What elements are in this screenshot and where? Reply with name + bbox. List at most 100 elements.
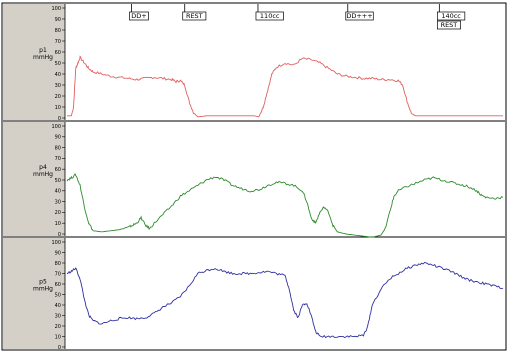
- trace-p4: [66, 173, 504, 238]
- event-marker: REST: [436, 20, 461, 30]
- y-tick-label: 0: [58, 232, 61, 238]
- event-marker: REST: [182, 4, 207, 21]
- marker-box: [436, 11, 466, 21]
- y-tick-label: 0: [58, 116, 61, 122]
- marker-label: DD+: [131, 12, 146, 20]
- y-tick-label: 10: [55, 334, 61, 340]
- y-tick-label: 30: [55, 83, 61, 89]
- y-tick: 50: [55, 61, 65, 67]
- y-tick-label: 80: [55, 145, 61, 151]
- y-tick: 70: [55, 156, 65, 162]
- marker-box: [129, 11, 149, 21]
- marker-label: DD+++: [346, 12, 372, 20]
- channel-label-column: [3, 122, 65, 236]
- y-tick: 90: [55, 17, 65, 23]
- channel-unit: mmHg: [33, 171, 53, 178]
- y-tick: 70: [55, 271, 65, 277]
- plot-area: [65, 122, 505, 236]
- y-tick: 90: [55, 250, 65, 256]
- y-tick: 10: [55, 105, 65, 111]
- y-tick: 30: [55, 313, 65, 319]
- y-tick: 50: [55, 178, 65, 184]
- y-tick-label: 80: [55, 261, 61, 267]
- channel-name: p1: [39, 47, 47, 54]
- y-tick-label: 60: [55, 167, 61, 173]
- trace-p5: [66, 262, 504, 339]
- marker-label: 110cc: [260, 12, 280, 20]
- y-tick-label: 100: [51, 6, 61, 12]
- y-tick: 40: [55, 189, 65, 195]
- marker-label: 140cc: [441, 12, 461, 20]
- plot-area: [65, 4, 505, 120]
- y-tick: 0: [58, 116, 65, 122]
- y-tick-label: 100: [51, 124, 61, 130]
- event-marker: DD+++: [345, 4, 374, 21]
- trace-p1: [67, 55, 503, 118]
- y-tick: 100: [51, 124, 65, 130]
- channel-label-column: [3, 238, 65, 349]
- event-marker: DD+: [129, 4, 149, 21]
- y-tick: 60: [55, 50, 65, 56]
- y-tick-label: 70: [55, 271, 61, 277]
- y-tick: 70: [55, 39, 65, 45]
- marker-label: REST: [441, 21, 458, 29]
- event-marker: 140cc: [436, 4, 466, 21]
- marker-box: [255, 11, 284, 21]
- y-tick: 50: [55, 292, 65, 298]
- y-tick: 40: [55, 303, 65, 309]
- y-tick: 20: [55, 324, 65, 330]
- y-tick: 80: [55, 28, 65, 34]
- y-tick-label: 70: [55, 156, 61, 162]
- y-tick-label: 90: [55, 17, 61, 23]
- y-tick-label: 10: [55, 105, 61, 111]
- y-tick: 100: [51, 6, 65, 12]
- y-tick: 10: [55, 221, 65, 227]
- y-tick: 20: [55, 94, 65, 100]
- marker-box: [436, 20, 461, 30]
- marker-box: [182, 11, 207, 21]
- y-tick-label: 30: [55, 199, 61, 205]
- y-tick-label: 20: [55, 94, 61, 100]
- y-tick: 10: [55, 334, 65, 340]
- y-tick: 80: [55, 145, 65, 151]
- marker-box: [345, 11, 374, 21]
- y-tick: 30: [55, 199, 65, 205]
- y-tick-label: 90: [55, 135, 61, 141]
- y-tick-label: 90: [55, 250, 61, 256]
- y-tick-label: 20: [55, 324, 61, 330]
- y-tick: 90: [55, 135, 65, 141]
- y-tick: 100: [51, 240, 65, 246]
- channel-unit: mmHg: [33, 286, 53, 293]
- y-tick-label: 50: [55, 178, 61, 184]
- marker-label: REST: [186, 12, 203, 20]
- y-tick: 60: [55, 282, 65, 288]
- y-tick-label: 60: [55, 282, 61, 288]
- y-tick-label: 40: [55, 303, 61, 309]
- y-tick-label: 80: [55, 28, 61, 34]
- y-tick-label: 30: [55, 313, 61, 319]
- y-tick-label: 70: [55, 39, 61, 45]
- channel-name: p4: [39, 164, 47, 171]
- channel-label-column: [3, 4, 65, 120]
- channel-name: p5: [39, 279, 47, 286]
- y-tick-label: 40: [55, 189, 61, 195]
- y-tick-label: 40: [55, 72, 61, 78]
- channel-unit: mmHg: [33, 54, 53, 61]
- y-tick: 60: [55, 167, 65, 173]
- y-tick-label: 60: [55, 50, 61, 56]
- y-tick: 80: [55, 261, 65, 267]
- y-tick-label: 50: [55, 292, 61, 298]
- y-tick: 0: [58, 232, 65, 238]
- y-tick-label: 50: [55, 61, 61, 67]
- event-marker: 110cc: [255, 4, 284, 21]
- plot-area: [65, 238, 505, 349]
- y-tick: 30: [55, 83, 65, 89]
- y-tick-label: 20: [55, 210, 61, 216]
- y-tick: 40: [55, 72, 65, 78]
